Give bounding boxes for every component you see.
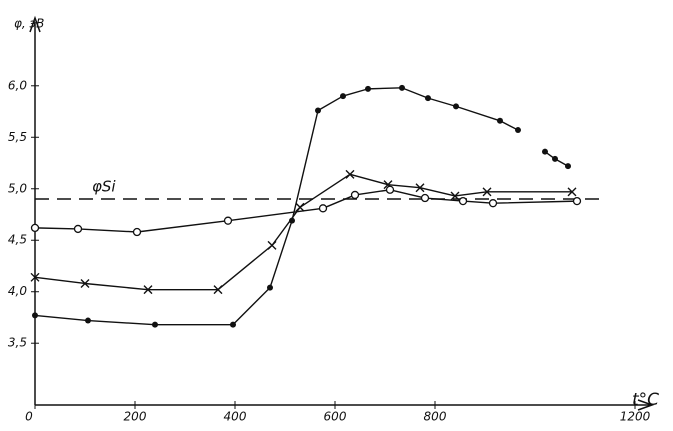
point xyxy=(385,185,395,194)
point xyxy=(458,196,468,206)
point xyxy=(230,321,236,328)
point xyxy=(399,84,405,91)
x-tick-label: 200 xyxy=(124,410,147,424)
x-tick-label: 400 xyxy=(224,410,247,424)
reference-label: φSi xyxy=(92,178,116,196)
point xyxy=(565,163,571,170)
point xyxy=(488,199,498,208)
point xyxy=(80,278,90,288)
point xyxy=(267,240,277,250)
x-axis-label: t°C xyxy=(632,390,659,410)
point xyxy=(315,107,321,114)
point xyxy=(572,196,582,206)
point xyxy=(453,103,459,110)
point xyxy=(365,85,371,92)
y-tick-label: 5,5 xyxy=(8,130,27,144)
point xyxy=(350,190,360,200)
point xyxy=(267,284,273,291)
point xyxy=(482,187,492,197)
point xyxy=(32,312,38,319)
x-tick-label: 800 xyxy=(424,410,447,424)
point xyxy=(415,183,425,193)
y-tick-label: 4,0 xyxy=(8,284,27,298)
point xyxy=(318,204,328,213)
point xyxy=(152,321,158,328)
point xyxy=(515,127,521,134)
x-arrow xyxy=(637,399,655,411)
point xyxy=(450,191,460,201)
point xyxy=(143,285,153,295)
point xyxy=(542,148,548,155)
series-line xyxy=(34,189,578,233)
y-arrow xyxy=(29,15,41,33)
point xyxy=(73,224,83,234)
point xyxy=(30,272,40,282)
point xyxy=(30,223,40,233)
point xyxy=(85,317,91,324)
point xyxy=(213,285,223,295)
y-tick-label: 3,5 xyxy=(8,336,27,350)
point xyxy=(132,227,142,237)
point xyxy=(295,202,305,212)
x-tick-label: 600 xyxy=(324,410,347,424)
point xyxy=(497,117,503,124)
point xyxy=(425,95,431,102)
point xyxy=(567,187,577,197)
point xyxy=(345,169,355,179)
y-tick-label: 4,5 xyxy=(8,233,27,247)
point xyxy=(223,216,233,225)
point xyxy=(420,193,430,203)
point xyxy=(552,155,558,162)
point xyxy=(340,93,346,100)
y-tick-label: 5,0 xyxy=(8,181,27,195)
y-tick-label: 6,0 xyxy=(8,78,27,92)
y-axis-label: φ, эВ xyxy=(14,17,44,31)
x-tick-label: 0 xyxy=(25,410,33,424)
series-line xyxy=(34,173,572,291)
x-tick-label: 1200 xyxy=(620,410,651,424)
